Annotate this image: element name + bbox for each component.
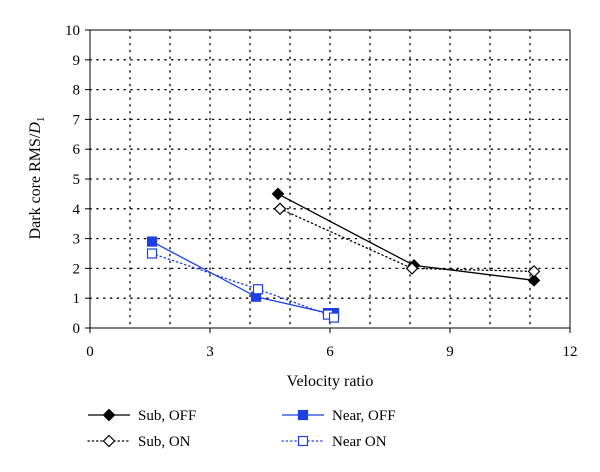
legend-item: Sub, ON (87, 434, 191, 450)
legend-marker (102, 434, 116, 448)
data-point (405, 262, 419, 275)
series-line (279, 208, 535, 273)
x-tick-label: 12 (563, 344, 578, 360)
series (146, 248, 340, 323)
data-point (527, 273, 541, 287)
y-tick-label: 7 (73, 112, 81, 128)
y-tick-label: 9 (73, 53, 81, 69)
series (271, 187, 541, 287)
series-group (146, 187, 541, 323)
x-axis-title: Velocity ratio (287, 373, 374, 390)
legend-label: Sub, ON (138, 434, 191, 450)
data-point (271, 187, 285, 201)
x-tick-label: 0 (86, 344, 94, 360)
legend-item: Near, OFF (282, 408, 396, 424)
legend-label: Near ON (332, 434, 387, 450)
x-tick-label: 9 (446, 344, 454, 360)
y-axis-title-italic: D (27, 122, 44, 135)
x-tick-label: 6 (326, 344, 334, 360)
legend-marker (102, 408, 116, 422)
series-line (277, 193, 535, 281)
legend-marker (297, 409, 309, 421)
y-tick-label: 0 (73, 321, 81, 337)
y-tick-label: 3 (73, 232, 81, 248)
data-point (328, 312, 340, 323)
grid (89, 29, 571, 329)
data-point (252, 284, 264, 295)
series (146, 236, 340, 319)
y-tick-label: 2 (73, 261, 81, 277)
y-tick-label: 4 (73, 202, 81, 218)
legend-marker (297, 435, 309, 447)
data-point (146, 236, 158, 247)
data-point (527, 265, 541, 278)
legend-label: Sub, OFF (138, 408, 196, 424)
legend-label: Near, OFF (332, 408, 396, 424)
series (273, 202, 541, 278)
y-tick-label: 6 (73, 142, 81, 158)
y-tick-label: 1 (73, 291, 81, 307)
data-point (273, 202, 287, 216)
legend-item: Near ON (281, 434, 387, 450)
y-axis-title-main: Dark core RMS/ (27, 133, 44, 239)
legend-item: Sub, OFF (88, 408, 196, 424)
y-tick-label: 8 (73, 83, 81, 99)
y-axis-title-sub: 1 (35, 117, 47, 123)
y-tick-label: 5 (73, 172, 81, 188)
legend: Sub, OFF Sub, ON Near, OFF Near ON (87, 408, 396, 450)
series-line (151, 241, 334, 314)
x-tick-label: 3 (206, 344, 214, 360)
data-point (146, 248, 158, 259)
y-tick-label: 10 (65, 23, 80, 39)
y-axis-title: Dark core RMS/D1 (27, 117, 47, 240)
